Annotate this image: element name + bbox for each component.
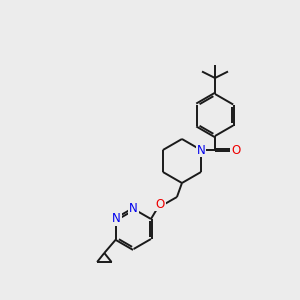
Text: O: O bbox=[231, 143, 241, 157]
Text: N: N bbox=[196, 143, 206, 157]
Text: N: N bbox=[129, 202, 138, 215]
Text: N: N bbox=[112, 212, 121, 226]
Text: O: O bbox=[155, 197, 165, 211]
